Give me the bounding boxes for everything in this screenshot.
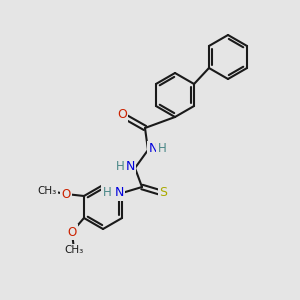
Text: S: S [159,187,167,200]
Text: O: O [61,188,70,200]
Text: CH₃: CH₃ [37,186,57,196]
Text: N: N [125,160,135,173]
Text: O: O [117,109,127,122]
Text: N: N [148,142,158,155]
Text: H: H [158,142,166,154]
Text: N: N [114,187,124,200]
Text: O: O [67,226,76,238]
Text: H: H [103,185,111,199]
Text: H: H [116,160,124,172]
Text: CH₃: CH₃ [64,245,84,255]
